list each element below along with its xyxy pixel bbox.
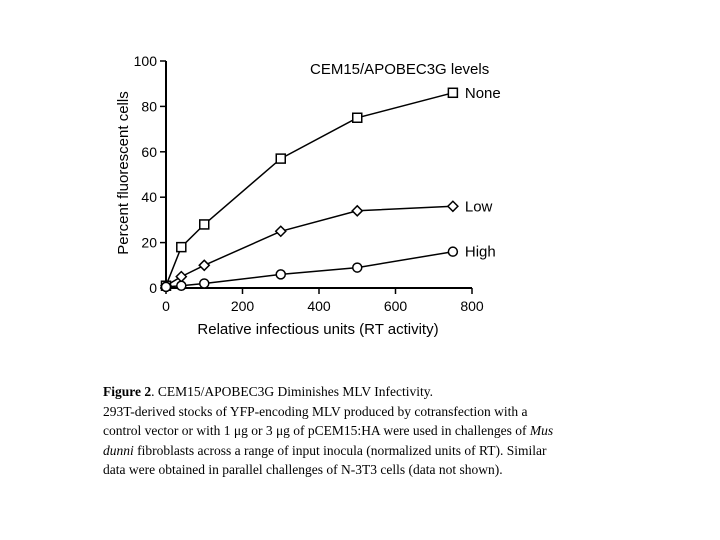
series-none: None: [160, 85, 501, 291]
legend-low: Low: [465, 198, 493, 215]
x-tick-label: 800: [460, 298, 484, 314]
chart: Percent fluorescent cells Relative infec…: [115, 53, 501, 338]
caption-species-name: dunni: [103, 442, 134, 458]
data-point-square: [199, 219, 210, 230]
data-point-circle: [199, 278, 210, 289]
caption-title: . CEM15/APOBEC3G Diminishes MLV Infectiv…: [151, 384, 434, 399]
series-low: Low: [159, 198, 493, 292]
data-point-diamond: [446, 200, 459, 213]
legend-high: High: [465, 244, 496, 261]
series-line: [165, 92, 454, 286]
legend-none: None: [465, 85, 501, 102]
caption-species-genus: Mus: [529, 423, 554, 438]
data-point-circle: [352, 262, 363, 273]
x-tick-label: 600: [384, 298, 408, 314]
series-layer: None Low High: [159, 85, 501, 293]
data-point-square: [352, 112, 363, 123]
y-tick-label: 60: [141, 144, 157, 160]
x-tick-label: 400: [307, 298, 331, 314]
y-tick-label: 0: [149, 280, 157, 296]
data-point-square: [176, 241, 187, 253]
y-tick-label: 80: [141, 98, 157, 114]
data-point-circle: [275, 269, 286, 280]
data-point-diamond: [351, 204, 364, 217]
caption-line-2: 293T-derived stocks of YFP-encoding MLV …: [103, 403, 528, 419]
series-line: [165, 205, 453, 287]
data-point-diamond: [274, 225, 287, 238]
x-axis-label: Relative infectious units (RT activity): [197, 321, 438, 338]
figure-caption: Figure 2. CEM15/APOBEC3G Diminishes MLV …: [103, 382, 663, 480]
data-point-circle: [160, 281, 172, 293]
chart-title: CEM15/APOBEC3G levels: [310, 61, 489, 78]
caption-line-5: data were obtained in parallel challenge…: [103, 462, 503, 477]
caption-line-4-text: fibroblasts across a range of input inoc…: [133, 442, 547, 458]
data-point-diamond: [198, 259, 211, 272]
x-tick-label: 0: [162, 298, 170, 314]
caption-line-1: Figure 2. CEM15/APOBEC3G Diminishes MLV …: [103, 382, 663, 402]
y-tick-label: 20: [141, 235, 157, 251]
caption-line-4: dunni fibroblasts across a range of inpu…: [103, 441, 663, 461]
caption-label: Figure 2: [103, 384, 152, 399]
data-point-circle: [447, 246, 459, 257]
data-point-square: [447, 87, 459, 99]
y-axis-label: Percent fluorescent cells: [115, 91, 132, 254]
x-tick-label: 200: [231, 298, 255, 314]
data-point-circle: [176, 280, 187, 291]
axes: 0 20 40 60 80 100 0 200 400 600 800: [134, 53, 484, 314]
data-point-diamond: [175, 270, 188, 283]
y-tick-label: 40: [141, 189, 157, 205]
caption-line-3-text: control vector or with 1 μg or 3 μg of p…: [103, 423, 527, 438]
data-point-square: [275, 153, 286, 164]
caption-line-3: control vector or with 1 μg or 3 μg of p…: [103, 421, 663, 441]
y-tick-label: 100: [134, 53, 158, 69]
series-high: High: [160, 244, 496, 293]
